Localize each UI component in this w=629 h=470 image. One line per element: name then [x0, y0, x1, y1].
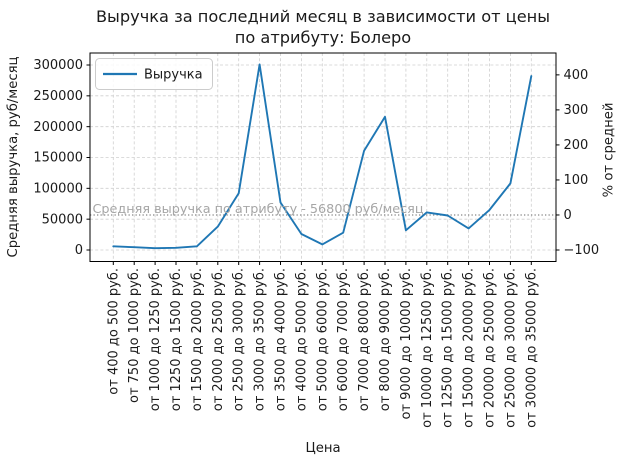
x-tick-label: от 1250 до 1500 руб. [169, 268, 184, 411]
y-tick-label-right: 100 [564, 173, 589, 188]
series-layer [112, 63, 533, 250]
y-tick-label-left: 50000 [42, 212, 83, 227]
legend-box [95, 58, 213, 90]
x-tick-label: от 10000 до 12500 руб. [420, 268, 435, 428]
x-tick-label: от 4000 до 5000 руб. [294, 268, 309, 411]
y-tick-label-left: 100000 [33, 182, 83, 197]
y-tick-label-right: 0 [564, 208, 572, 223]
legend-label: Выручка [144, 68, 203, 83]
x-tick-label: от 7000 до 8000 руб. [357, 268, 372, 411]
y-tick-label-right: −100 [564, 243, 600, 258]
chart-title-line2: по атрибуту: Болеро [235, 28, 412, 47]
legend: Выручка [95, 58, 213, 90]
y-tick-label-right: 200 [564, 138, 589, 153]
x-tick-label: от 2000 до 2500 руб. [211, 268, 226, 411]
x-tick-label: от 3500 до 4000 руб. [274, 268, 289, 411]
average-annotation: Средняя выручка по атрибуту - 56800 руб/… [93, 202, 424, 217]
x-tick-label: от 3000 до 3500 руб. [253, 268, 268, 411]
x-tick-label: от 12500 до 15000 руб. [441, 268, 456, 428]
x-tick-label: от 25000 до 30000 руб. [503, 268, 518, 428]
y-tick-label-left: 250000 [33, 89, 83, 104]
y-tick-label-left: 150000 [33, 151, 83, 166]
revenue-series-line [112, 63, 533, 250]
x-tick-label: от 400 до 500 руб. [106, 268, 121, 395]
y-axis-label-right: % от средней [602, 103, 617, 198]
x-tick-label: от 1000 до 1250 руб. [148, 268, 163, 411]
x-tick-label: от 20000 до 25000 руб. [483, 268, 498, 428]
x-tick-label: от 15000 до 20000 руб. [462, 268, 477, 428]
y-tick-label-left: 300000 [33, 58, 83, 73]
y-axis-label-left: Средняя выручка, руб/месяц [5, 56, 21, 257]
x-axis-label: Цена [305, 441, 340, 456]
x-tick-label: от 5000 до 6000 руб. [315, 268, 330, 411]
x-tick-label: от 750 до 1000 руб. [127, 268, 142, 403]
grid-layer [90, 53, 556, 262]
y-tick-label-right: 400 [564, 68, 589, 83]
x-tick-label: от 30000 до 35000 руб. [524, 268, 539, 428]
x-tick-label: от 8000 до 9000 руб. [378, 268, 393, 411]
chart-title-line1: Выручка за последний месяц в зависимости… [96, 7, 550, 26]
x-tick-label: от 2500 до 3000 руб. [232, 268, 247, 411]
x-tick-label: от 1500 до 2000 руб. [190, 268, 205, 411]
y-tick-label-right: 300 [564, 103, 589, 118]
x-tick-label: от 9000 до 10000 руб. [399, 268, 414, 420]
y-tick-label-left: 0 [75, 243, 83, 258]
axes-layer: 0 50000 100000 150000 200000 250000 300000 −100… [33, 52, 600, 428]
x-tick-label: от 6000 до 7000 руб. [336, 268, 351, 411]
y-tick-label-left: 200000 [33, 120, 83, 135]
